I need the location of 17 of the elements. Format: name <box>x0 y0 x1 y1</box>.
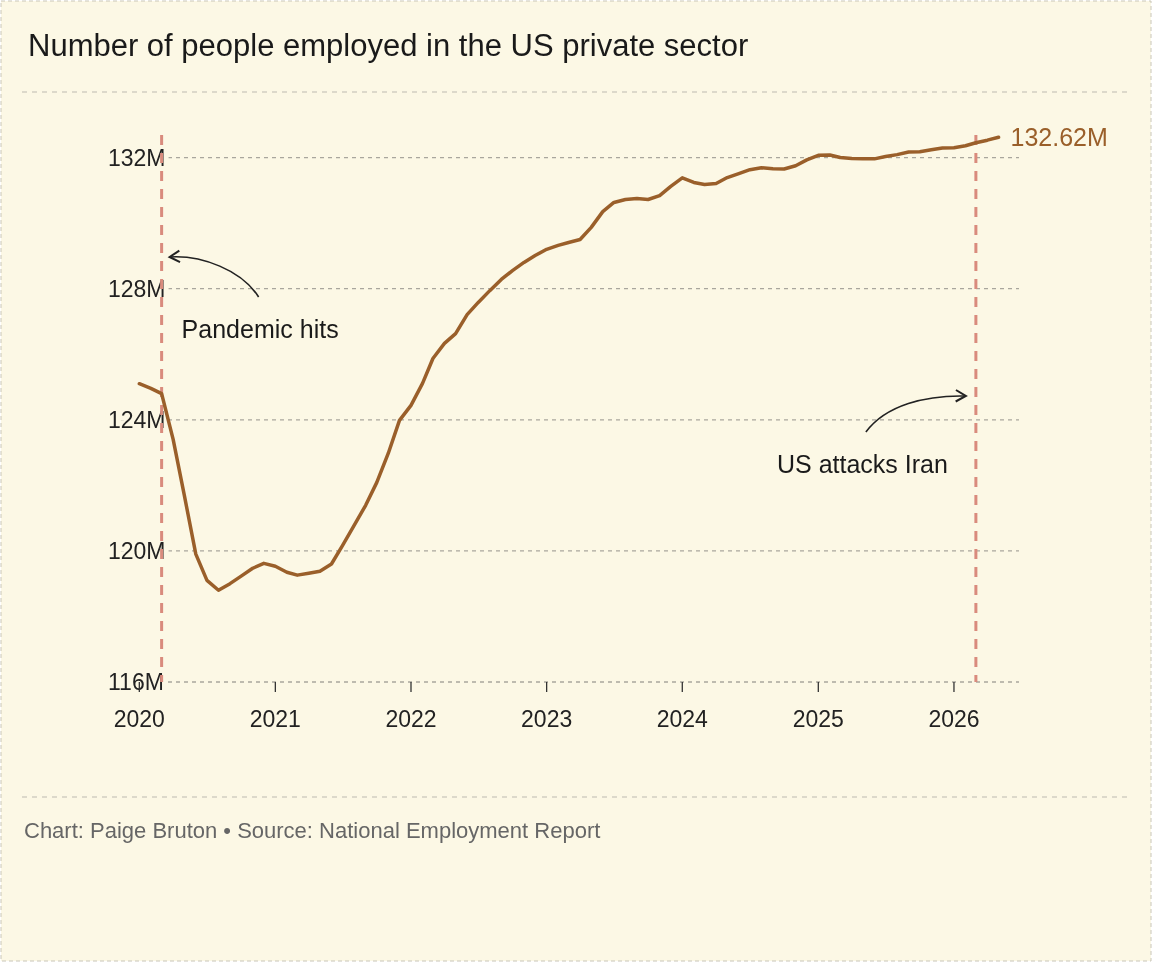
y-tick-label: 116M <box>108 669 164 696</box>
annotation: 132.62M <box>1010 122 1108 151</box>
x-tick-label: 2025 <box>792 706 844 732</box>
y-tick-label: 128M <box>108 275 166 302</box>
x-tick-label: 2024 <box>656 706 709 732</box>
x-tick-label: 2022 <box>385 706 437 732</box>
text: Chart: Paige Bruton • Source: National Employment Report <box>24 818 601 843</box>
x-tick-label: 2023 <box>521 706 573 732</box>
y-tick-label: 120M <box>108 537 166 564</box>
x-tick-label: 2020 <box>113 706 165 732</box>
chart-title: Number of people employed in the US private sector <box>28 28 749 63</box>
y-tick-label: 124M <box>108 406 166 433</box>
ref-line-label: Pandemic hits <box>181 315 339 343</box>
y-tick-label: 132M <box>108 144 166 171</box>
ref-line-label: US attacks Iran <box>776 450 948 478</box>
x-tick-label: 2026 <box>928 706 980 732</box>
x-tick-label: 2021 <box>249 706 301 732</box>
